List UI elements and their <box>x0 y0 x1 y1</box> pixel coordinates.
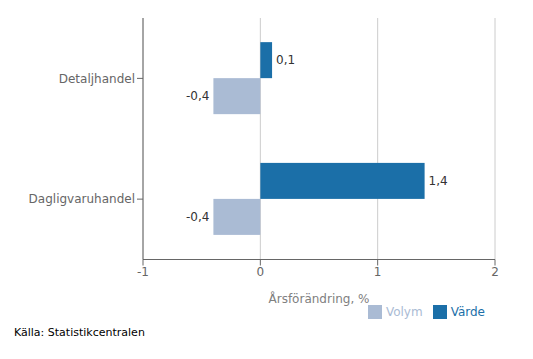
svg-text:0: 0 <box>257 265 265 279</box>
svg-text:1: 1 <box>374 265 382 279</box>
html-text:Volym: Volym <box>385 304 423 319</box>
html-text:Källa: Statistikcentralen: Källa: Statistikcentralen <box>14 326 145 339</box>
svg-text:Dagligvaruhandel: Dagligvaruhandel <box>29 192 135 206</box>
svg-text:2: 2 <box>491 265 499 279</box>
svg-text:Årsförändring, %: Årsförändring, % <box>269 291 370 306</box>
svg-text:0,1: 0,1 <box>276 53 295 67</box>
svg-text:-0,4: -0,4 <box>186 89 209 103</box>
svg-text:-0,4: -0,4 <box>186 210 209 224</box>
svg-text:Detaljhandel: Detaljhandel <box>59 72 135 86</box>
html-text:Värde: Värde <box>450 304 485 319</box>
svg-text:-1: -1 <box>137 265 149 279</box>
svg-text:1,4: 1,4 <box>429 174 448 188</box>
